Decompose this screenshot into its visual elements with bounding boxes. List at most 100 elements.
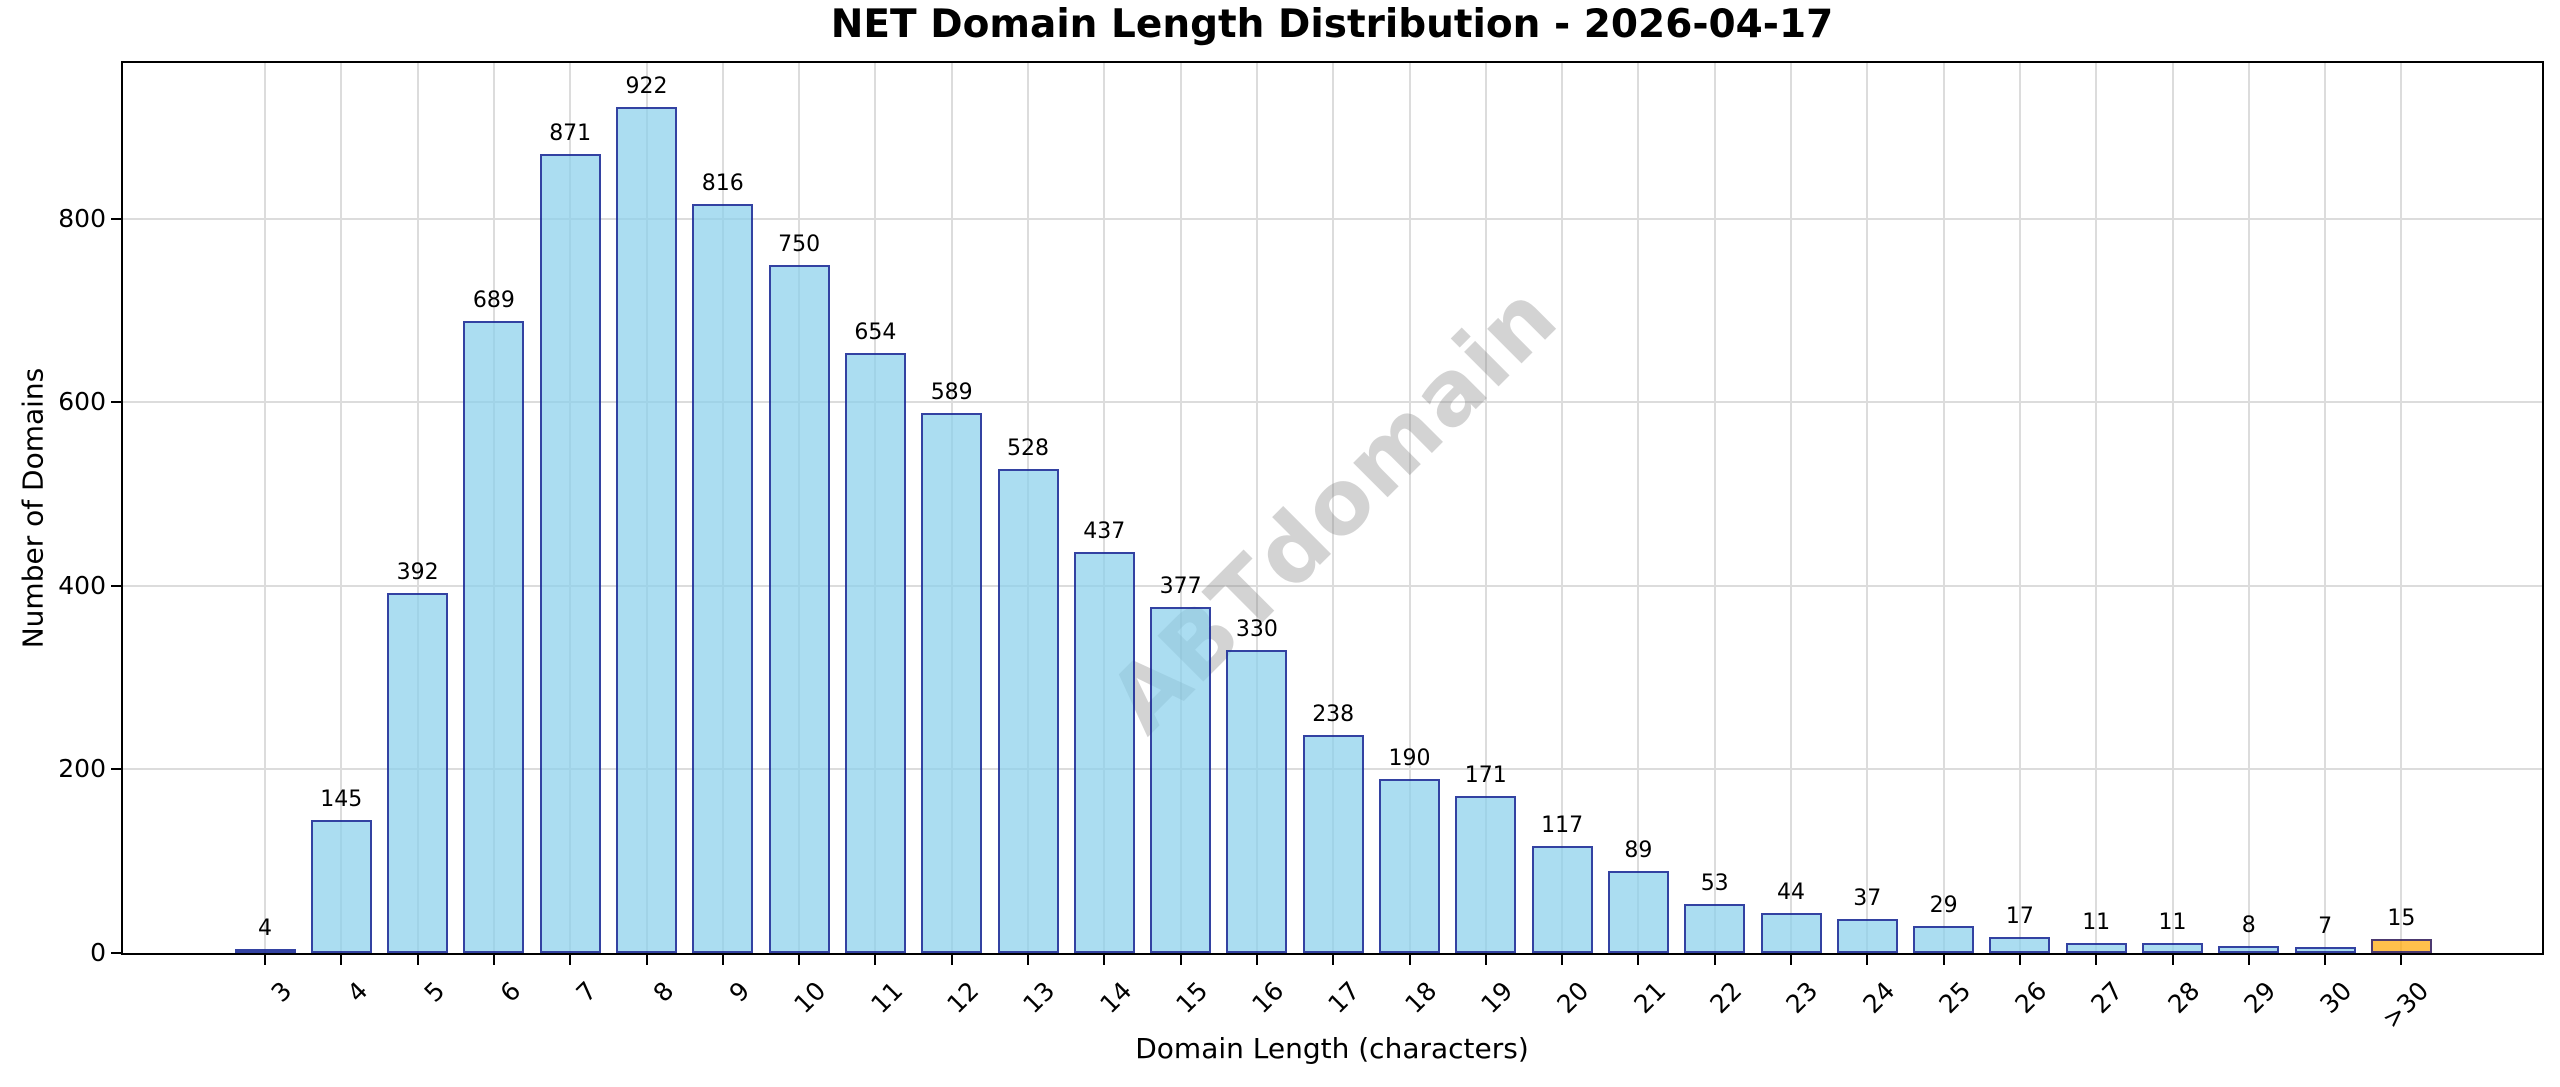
chart-title: NET Domain Length Distribution - 2026-04… bbox=[830, 2, 1834, 47]
x-tick-mark bbox=[1408, 955, 1411, 965]
x-tick-mark bbox=[264, 955, 266, 965]
gridline-vertical bbox=[1179, 63, 1182, 953]
y-tick-mark bbox=[111, 217, 121, 220]
y-tick-mark bbox=[111, 768, 121, 771]
x-tick-label: 11 bbox=[864, 976, 908, 1020]
bar bbox=[1073, 552, 1135, 953]
x-tick-label: 12 bbox=[941, 976, 985, 1020]
bar-value-label: 145 bbox=[320, 786, 363, 812]
x-tick-mark bbox=[1790, 955, 1792, 965]
x-tick-mark bbox=[1637, 955, 1640, 965]
bar bbox=[1684, 904, 1746, 953]
x-tick-label: 20 bbox=[1551, 976, 1595, 1020]
gridline-vertical bbox=[2400, 63, 2403, 953]
x-tick-label: 16 bbox=[1246, 976, 1290, 1020]
bar bbox=[234, 949, 296, 953]
x-tick-label: 15 bbox=[1170, 976, 1214, 1020]
gridline-vertical bbox=[1332, 63, 1335, 953]
bar-value-label: 44 bbox=[1777, 879, 1805, 905]
bar bbox=[1836, 919, 1898, 953]
bar bbox=[310, 819, 372, 953]
bar bbox=[844, 352, 906, 953]
bar-value-label: 589 bbox=[930, 379, 973, 405]
bar-value-label: 750 bbox=[778, 231, 821, 257]
bar bbox=[768, 264, 830, 953]
bar bbox=[921, 412, 983, 953]
x-tick-label: >30 bbox=[2376, 976, 2434, 1034]
x-tick-label: 5 bbox=[418, 976, 451, 1008]
plot-area: ABTdomain 4 145 392 689 871 922 816 750 654 589 52… bbox=[121, 61, 2544, 955]
bar bbox=[2142, 942, 2203, 953]
x-tick-mark bbox=[1103, 955, 1106, 965]
x-tick-mark bbox=[2247, 955, 2250, 965]
x-tick-label: 24 bbox=[1856, 976, 1900, 1020]
x-tick-label: 4 bbox=[342, 976, 374, 1008]
gridline-vertical bbox=[264, 63, 266, 953]
x-tick-mark bbox=[2400, 955, 2403, 965]
x-tick-label: 18 bbox=[1399, 976, 1443, 1020]
bar-value-label: 528 bbox=[1007, 435, 1049, 461]
bar-value-label: 89 bbox=[1624, 838, 1653, 864]
y-tick-mark bbox=[111, 401, 121, 404]
x-tick-label: 10 bbox=[788, 976, 832, 1020]
x-tick-label: 22 bbox=[1704, 976, 1748, 1020]
x-axis-label: Domain Length (characters) bbox=[1135, 1032, 1529, 1065]
gridline-vertical bbox=[340, 63, 343, 953]
bar-value-label: 922 bbox=[625, 74, 668, 100]
x-tick-mark bbox=[1179, 955, 1182, 965]
x-tick-label: 6 bbox=[494, 976, 527, 1008]
bar-value-label: 4 bbox=[258, 916, 272, 942]
bar-value-label: 11 bbox=[2158, 909, 2187, 935]
x-tick-label: 27 bbox=[2085, 976, 2129, 1020]
bar-value-label: 238 bbox=[1312, 701, 1355, 727]
x-tick-label: 3 bbox=[265, 976, 298, 1008]
x-tick-label: 9 bbox=[723, 976, 756, 1008]
bar-value-label: 377 bbox=[1159, 574, 1202, 600]
bar bbox=[2065, 942, 2127, 953]
bar-value-label: 37 bbox=[1853, 886, 1882, 912]
bar bbox=[2370, 939, 2432, 953]
bar-value-label: 29 bbox=[1929, 893, 1958, 919]
x-tick-mark bbox=[569, 955, 572, 965]
y-tick-label: 800 bbox=[58, 203, 106, 233]
gridline-vertical bbox=[1713, 63, 1716, 953]
bar-value-label: 689 bbox=[472, 287, 515, 313]
x-tick-label: 23 bbox=[1780, 976, 1824, 1020]
x-tick-label: 30 bbox=[2314, 976, 2358, 1020]
bar bbox=[1455, 796, 1517, 953]
x-tick-mark bbox=[2095, 955, 2098, 965]
x-tick-label: 8 bbox=[647, 976, 680, 1008]
bar-value-label: 7 bbox=[2318, 913, 2333, 939]
gridline-vertical bbox=[2018, 63, 2021, 953]
bar bbox=[1150, 607, 1212, 953]
bar-value-label: 17 bbox=[2005, 904, 2034, 930]
x-tick-mark bbox=[340, 955, 343, 965]
bar bbox=[692, 204, 754, 953]
bar bbox=[387, 593, 449, 953]
bar bbox=[1302, 734, 1364, 953]
gridline-vertical bbox=[1561, 63, 1564, 953]
gridline-vertical bbox=[1255, 63, 1258, 953]
bar bbox=[997, 468, 1059, 953]
x-tick-label: 28 bbox=[2162, 976, 2206, 1020]
bar-value-label: 654 bbox=[854, 319, 897, 345]
y-tick-label: 200 bbox=[58, 754, 106, 784]
bar bbox=[1989, 937, 2051, 953]
x-tick-label: 21 bbox=[1627, 976, 1671, 1020]
x-tick-label: 14 bbox=[1093, 976, 1137, 1020]
y-tick-mark bbox=[111, 584, 121, 587]
bar-value-label: 53 bbox=[1700, 871, 1729, 897]
x-tick-label: 25 bbox=[1933, 976, 1977, 1020]
gridline-vertical bbox=[1484, 63, 1487, 953]
gridline-vertical bbox=[416, 63, 419, 953]
x-tick-mark bbox=[874, 955, 877, 965]
x-tick-mark bbox=[1255, 955, 1258, 965]
x-tick-mark bbox=[1942, 955, 1945, 965]
x-tick-mark bbox=[645, 955, 648, 965]
x-tick-mark bbox=[1332, 955, 1335, 965]
bar-value-label: 15 bbox=[2387, 906, 2416, 932]
bar bbox=[1379, 778, 1440, 953]
bar bbox=[463, 320, 525, 953]
bar-value-label: 190 bbox=[1388, 745, 1431, 771]
